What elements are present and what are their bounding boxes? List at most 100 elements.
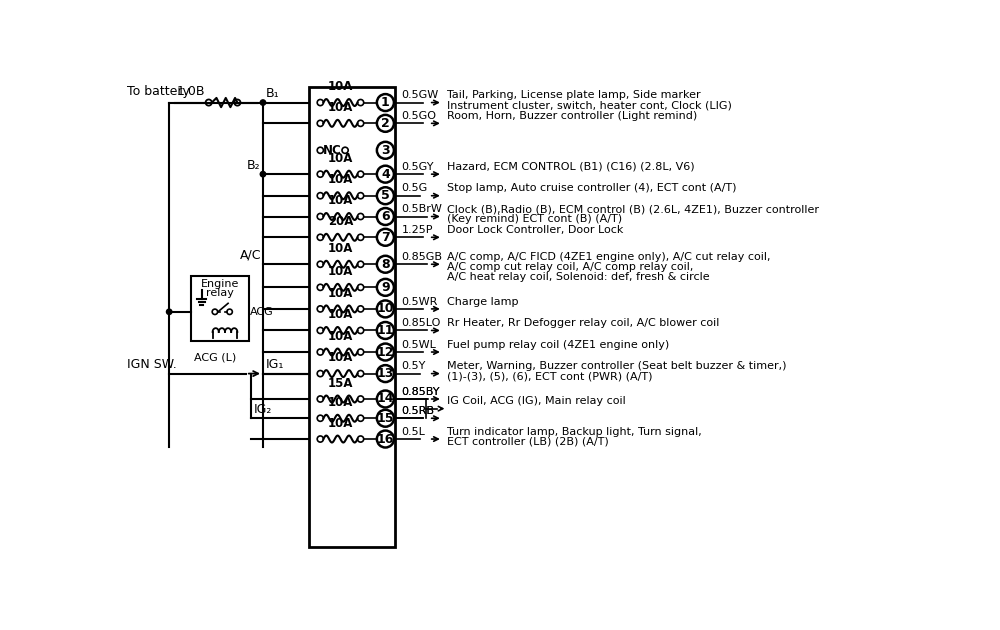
Circle shape <box>377 94 394 111</box>
Text: 0.5G: 0.5G <box>402 183 428 193</box>
Text: 0.5L: 0.5L <box>402 427 426 437</box>
Text: 7: 7 <box>381 231 390 244</box>
Circle shape <box>377 343 394 360</box>
Text: 3: 3 <box>381 144 390 157</box>
Text: 6: 6 <box>381 210 390 223</box>
Text: 16: 16 <box>377 433 394 445</box>
Circle shape <box>377 208 394 225</box>
Text: 0.5WR: 0.5WR <box>402 297 438 307</box>
Text: Fuel pump relay coil (4ZE1 engine only): Fuel pump relay coil (4ZE1 engine only) <box>447 340 669 350</box>
Text: 10A: 10A <box>328 352 353 364</box>
Text: 10A: 10A <box>328 396 353 409</box>
Text: Turn indicator lamp, Backup light, Turn signal,: Turn indicator lamp, Backup light, Turn … <box>447 427 701 437</box>
Text: 0.5BrW: 0.5BrW <box>402 204 443 214</box>
Text: A/C: A/C <box>240 248 261 261</box>
Text: NC: NC <box>323 144 342 157</box>
Circle shape <box>166 309 172 314</box>
Text: ECT controller (LB) (2B) (A/T): ECT controller (LB) (2B) (A/T) <box>447 437 608 447</box>
Text: relay: relay <box>206 288 234 298</box>
Text: 1.0B: 1.0B <box>177 85 205 98</box>
Text: 10A: 10A <box>328 152 353 165</box>
Circle shape <box>377 430 394 447</box>
Circle shape <box>377 301 394 318</box>
Text: 20A: 20A <box>328 215 353 228</box>
Text: 0.85GB: 0.85GB <box>402 252 443 262</box>
Text: 10A: 10A <box>328 101 353 114</box>
Text: ACG: ACG <box>250 307 274 317</box>
Text: IGN SW.: IGN SW. <box>127 358 177 371</box>
Circle shape <box>377 365 394 382</box>
Text: 9: 9 <box>381 281 390 294</box>
Text: 10: 10 <box>377 302 394 316</box>
Text: 10A: 10A <box>328 80 353 93</box>
Circle shape <box>260 100 266 105</box>
Text: Instrument cluster, switch, heater cont, Clock (LIG): Instrument cluster, switch, heater cont,… <box>447 100 732 110</box>
Text: 5: 5 <box>381 189 390 202</box>
Text: Hazard, ECM CONTROL (B1) (C16) (2.8L, V6): Hazard, ECM CONTROL (B1) (C16) (2.8L, V6… <box>447 162 694 172</box>
Text: 4: 4 <box>381 168 390 181</box>
Text: Clock (B),Radio (B), ECM control (B) (2.6L, 4ZE1), Buzzer controller: Clock (B),Radio (B), ECM control (B) (2.… <box>447 204 819 214</box>
Circle shape <box>377 115 394 132</box>
Text: 0.5GY: 0.5GY <box>402 162 434 172</box>
Text: 10A: 10A <box>328 287 353 300</box>
Circle shape <box>377 142 394 159</box>
Text: 0.85BY: 0.85BY <box>402 387 440 397</box>
Circle shape <box>377 410 394 427</box>
Circle shape <box>377 229 394 246</box>
Text: 1.25P: 1.25P <box>402 225 433 235</box>
Text: ACG (L): ACG (L) <box>194 352 236 362</box>
Text: 10A: 10A <box>328 329 353 343</box>
Text: B₁: B₁ <box>266 87 280 100</box>
Circle shape <box>377 166 394 183</box>
Text: 15: 15 <box>377 412 394 425</box>
Text: Meter, Warning, Buzzer controller (Seat belt buzzer & timer,): Meter, Warning, Buzzer controller (Seat … <box>447 361 786 371</box>
Bar <box>191 276 249 341</box>
Text: IG Coil, ACG (IG), Main relay coil: IG Coil, ACG (IG), Main relay coil <box>447 396 625 406</box>
Text: Charge lamp: Charge lamp <box>447 297 518 307</box>
Text: (Key remind) ECT cont (B) (A/T): (Key remind) ECT cont (B) (A/T) <box>447 214 622 224</box>
Text: 13: 13 <box>377 367 394 380</box>
Text: 10A: 10A <box>328 194 353 207</box>
Circle shape <box>377 256 394 273</box>
Text: 10A: 10A <box>328 308 353 321</box>
Text: A/C comp, A/C FICD (4ZE1 engine only), A/C cut relay coil,: A/C comp, A/C FICD (4ZE1 engine only), A… <box>447 252 770 262</box>
Text: 10A: 10A <box>328 417 353 430</box>
Circle shape <box>377 187 394 204</box>
Text: A/C comp cut relay coil, A/C comp relay coil,: A/C comp cut relay coil, A/C comp relay … <box>447 262 693 272</box>
Text: 10A: 10A <box>328 265 353 278</box>
Text: Stop lamp, Auto cruise controller (4), ECT cont (A/T): Stop lamp, Auto cruise controller (4), E… <box>447 183 736 193</box>
Text: 0.5Y: 0.5Y <box>402 361 426 371</box>
Text: Room, Horn, Buzzer controller (Light remind): Room, Horn, Buzzer controller (Light rem… <box>447 111 697 121</box>
Text: 8: 8 <box>381 258 390 271</box>
Text: Door Lock Controller, Door Lock: Door Lock Controller, Door Lock <box>447 225 623 235</box>
Circle shape <box>377 391 394 408</box>
Text: 1: 1 <box>381 96 390 109</box>
Text: 0.85BY: 0.85BY <box>402 387 440 397</box>
Bar <box>309 87 395 547</box>
Text: IG₁: IG₁ <box>265 358 284 371</box>
Circle shape <box>377 322 394 339</box>
Text: 10A: 10A <box>328 173 353 186</box>
Text: 0.5RB: 0.5RB <box>402 406 435 416</box>
Text: 0.5GO: 0.5GO <box>402 111 437 121</box>
Text: 14: 14 <box>377 392 394 406</box>
Circle shape <box>260 171 266 177</box>
Text: 10A: 10A <box>328 242 353 255</box>
Text: 0.85LO: 0.85LO <box>402 318 441 328</box>
Text: IG₂: IG₂ <box>254 403 272 416</box>
Circle shape <box>377 279 394 296</box>
Text: A/C heat relay coil, Solenoid: def, fresh & circle: A/C heat relay coil, Solenoid: def, fres… <box>447 272 709 282</box>
Text: (1)-(3), (5), (6), ECT cont (PWR) (A/T): (1)-(3), (5), (6), ECT cont (PWR) (A/T) <box>447 371 652 381</box>
Text: To battery: To battery <box>127 85 190 98</box>
Text: 15A: 15A <box>328 377 353 390</box>
Text: B₂: B₂ <box>247 159 261 172</box>
Text: 12: 12 <box>377 345 394 358</box>
Text: Rr Heater, Rr Defogger relay coil, A/C blower coil: Rr Heater, Rr Defogger relay coil, A/C b… <box>447 318 719 328</box>
Text: 2: 2 <box>381 117 390 130</box>
Text: 0.5GW: 0.5GW <box>402 90 439 100</box>
Text: 0.5WL: 0.5WL <box>402 340 437 350</box>
Text: 11: 11 <box>377 324 394 337</box>
Text: 0.5RB: 0.5RB <box>402 406 435 416</box>
Text: Engine: Engine <box>201 279 239 289</box>
Text: Tail, Parking, License plate lamp, Side marker: Tail, Parking, License plate lamp, Side … <box>447 90 700 100</box>
